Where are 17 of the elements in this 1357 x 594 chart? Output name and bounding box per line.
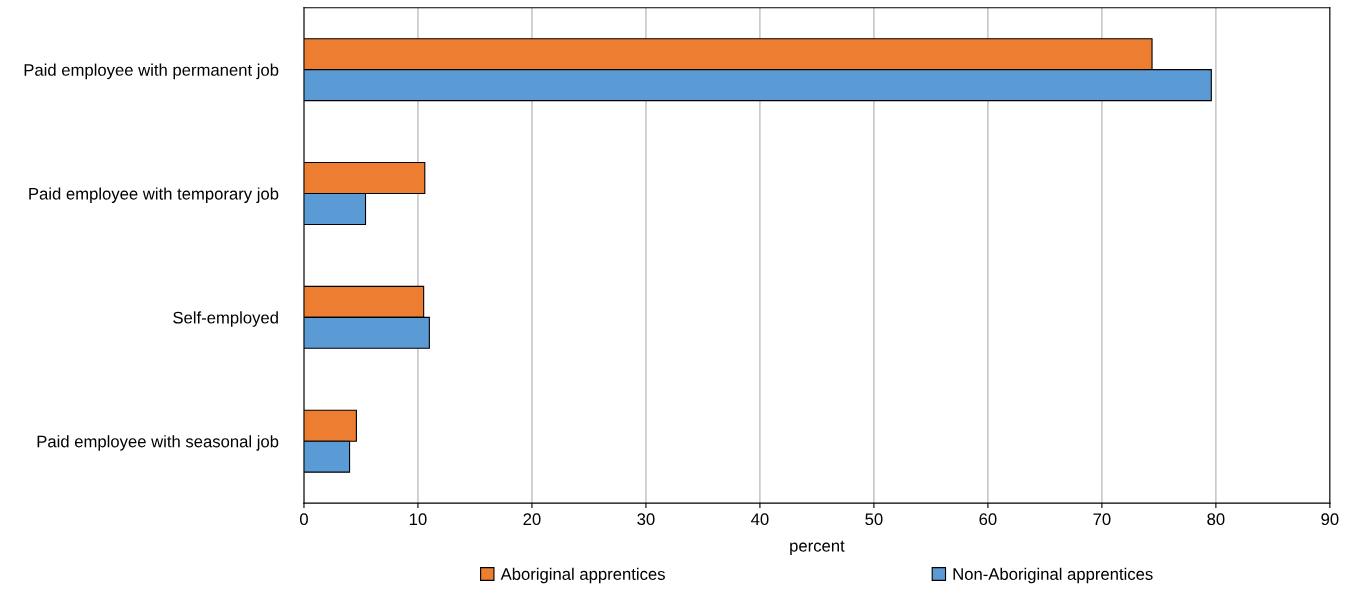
y-tick-label: Paid employee with temporary job (29, 187, 279, 203)
x-tick-label: 30 (637, 513, 655, 526)
legend-label: Non-Aboriginal apprentices (953, 567, 1153, 584)
y-tick-label: Self-employed (173, 311, 278, 327)
x-axis-title: percent (790, 540, 845, 556)
x-tick-label: 60 (979, 513, 997, 526)
x-tick-label: 10 (409, 513, 427, 526)
y-tick-label: Paid employee with seasonal job (37, 435, 279, 451)
x-tick-label: 90 (1321, 513, 1339, 526)
x-tick-label: 50 (865, 513, 883, 526)
legend-label: Aboriginal apprentices (500, 567, 665, 584)
x-tick-label: 20 (523, 513, 541, 526)
x-tick-label: 0 (299, 513, 308, 526)
x-tick-label: 80 (1207, 513, 1225, 526)
x-tick-label: 70 (1093, 513, 1111, 526)
x-tick-label: 40 (751, 513, 769, 526)
y-tick-label: Paid employee with permanent job (24, 63, 279, 80)
